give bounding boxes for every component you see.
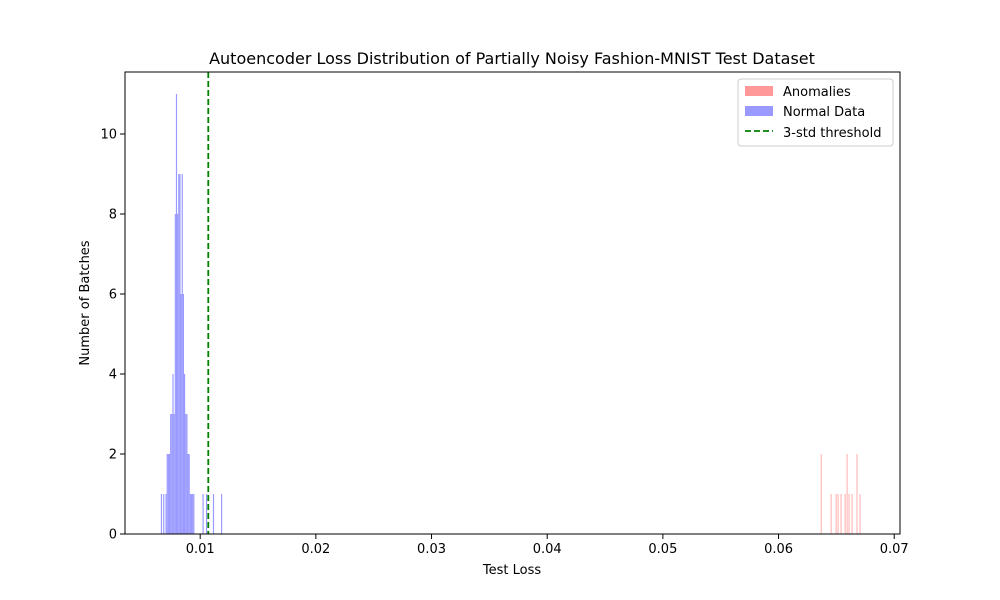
legend-normal-data-label: Normal Data [783,105,865,120]
plot-area [160,72,861,534]
series-normal-data [160,94,223,534]
histogram-bar [168,454,171,534]
histogram-bar [830,494,832,534]
histogram-bar [178,174,180,534]
histogram-bar [167,454,169,534]
histogram-bar [163,494,165,534]
histogram-bar [192,494,194,534]
histogram-bar [179,174,181,534]
histogram-bar [182,294,184,534]
histogram-bar [188,454,190,534]
histogram-bar [193,494,195,534]
histogram-bar [820,454,822,534]
histogram-bar [185,414,187,534]
histogram-bar [172,374,174,534]
axes-frame [124,71,901,535]
histogram-bar [160,494,163,534]
y-tick-label: 6 [109,288,117,303]
histogram-bar [837,494,839,534]
histogram-bar [840,494,842,534]
legend-normal-data-swatch [745,106,773,116]
histogram-bar [186,414,188,534]
x-tick-label: 0.06 [764,542,793,557]
x-axis-label: Test Loss [482,563,541,578]
series-anomalies [820,454,861,534]
y-tick-label: 0 [109,528,117,543]
x-tick-label: 0.02 [301,542,330,557]
histogram-bar [212,494,215,534]
legend-threshold-label: 3-std threshold [783,126,881,141]
histogram-bar [221,494,223,534]
y-axis-ticks: 0 2 4 6 8 10 [100,128,125,543]
chart-title: Autoencoder Loss Distribution of Partial… [209,49,815,68]
histogram-bar [170,414,172,534]
histogram-bar [165,494,167,534]
legend-anomalies-swatch [745,86,773,96]
x-axis-ticks: 0.01 0.02 0.03 0.04 0.05 0.06 0.07 [186,534,909,557]
histogram-bar [202,494,204,534]
histogram-bar [181,174,183,534]
histogram-bar [851,494,853,534]
histogram-bar [177,214,179,534]
x-tick-label: 0.07 [880,542,909,557]
histogram-bar [856,454,858,534]
y-axis-label: Number of Batches [78,240,93,365]
histogram-bar [844,494,846,534]
histogram-bar [190,494,193,534]
y-tick-label: 4 [109,368,117,383]
histogram-bar [205,494,208,534]
histogram-bar [848,494,850,534]
x-tick-label: 0.04 [533,542,562,557]
histogram-bar [166,454,168,534]
y-tick-label: 2 [109,448,117,463]
histogram-bar [175,94,178,534]
histogram-bar [171,414,173,534]
histogram-bar [174,214,176,534]
x-tick-label: 0.05 [648,542,677,557]
histogram-bar [183,374,186,534]
y-tick-label: 10 [100,128,117,143]
histogram-bar [173,414,175,534]
histogram-bar [846,454,848,534]
histogram-bar [189,494,191,534]
legend-frame [737,78,894,147]
histogram-bar [187,454,189,534]
y-tick-label: 8 [109,208,117,223]
histogram-bar [180,294,182,534]
histogram-bar [859,494,861,534]
histogram-bar [835,494,837,534]
x-tick-label: 0.03 [417,542,446,557]
legend: Anomalies 3-std threshold Normal Data 3-… [737,78,894,147]
x-tick-label: 0.01 [186,542,215,557]
legend-anomalies-label: Anomalies [783,85,851,100]
